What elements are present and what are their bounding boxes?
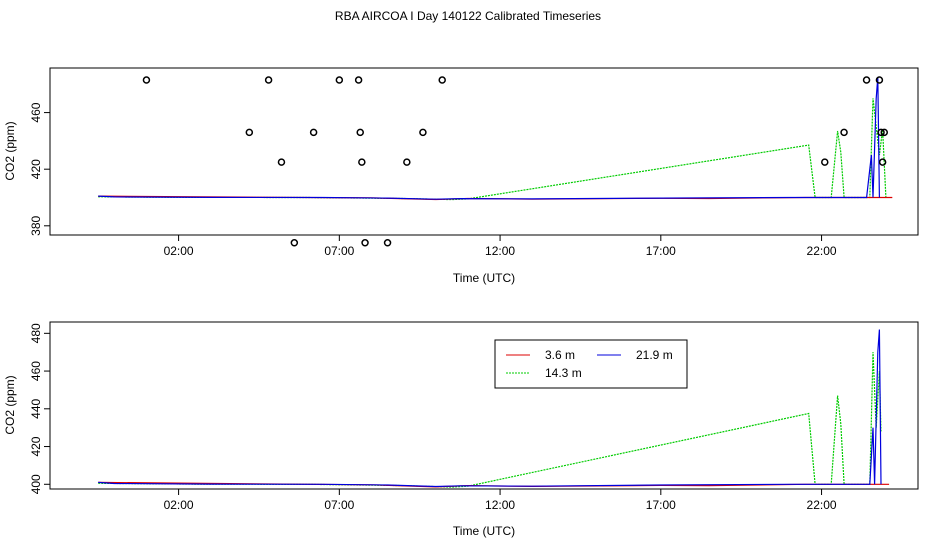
flagged-point bbox=[309, 128, 318, 137]
top-x-tick-label: 17:00 bbox=[646, 244, 676, 258]
top-series-m21_9 bbox=[98, 77, 880, 200]
flagged-point bbox=[356, 128, 364, 137]
flagged-point bbox=[142, 76, 151, 84]
top-y-tick-label: 380 bbox=[29, 215, 43, 235]
bottom-x-tick-label: 12:00 bbox=[485, 498, 515, 512]
top-plot-frame bbox=[49, 67, 919, 236]
top-x-axis-label: Time (UTC) bbox=[453, 271, 515, 285]
bottom-y-axis-label: CO2 (ppm) bbox=[3, 375, 17, 434]
flagged-point bbox=[875, 76, 884, 84]
top-y-axis: 380 420 460 bbox=[29, 102, 50, 236]
bottom-y-tick-label: 460 bbox=[29, 361, 43, 381]
bottom-series-m21_9 bbox=[98, 329, 882, 488]
flagged-point bbox=[878, 158, 887, 166]
top-x-tick-label: 02:00 bbox=[164, 244, 194, 258]
flagged-point bbox=[403, 158, 411, 166]
flagged-point bbox=[358, 158, 366, 166]
flagged-point bbox=[821, 158, 829, 166]
bottom-series-m14_3 bbox=[98, 352, 882, 488]
flagged-point bbox=[335, 76, 344, 84]
top-x-tick-label: 12:00 bbox=[485, 244, 515, 258]
top-series-group bbox=[98, 77, 893, 201]
flagged-point bbox=[419, 128, 427, 137]
bottom-plot-frame bbox=[49, 321, 919, 490]
top-y-axis-label: CO2 (ppm) bbox=[3, 121, 17, 180]
flagged-point bbox=[877, 128, 885, 137]
legend: 3.6 m 21.9 m 14.3 m bbox=[494, 339, 688, 389]
top-flagged-points bbox=[142, 76, 888, 247]
top-series-m14_3 bbox=[98, 98, 887, 201]
legend-label-21-9m: 21.9 m bbox=[636, 348, 673, 362]
top-x-tick-label: 22:00 bbox=[807, 244, 837, 258]
bottom-y-tick-label: 480 bbox=[29, 323, 43, 343]
bottom-x-axis-label: Time (UTC) bbox=[453, 524, 515, 538]
bottom-x-tick-label: 02:00 bbox=[164, 498, 194, 512]
bottom-y-tick-label: 440 bbox=[29, 398, 43, 418]
flagged-point bbox=[438, 76, 446, 84]
bottom-x-axis: 02:00 07:00 12:00 17:00 22:00 bbox=[164, 489, 837, 512]
bottom-x-tick-label: 22:00 bbox=[807, 498, 837, 512]
flagged-point bbox=[290, 239, 299, 247]
flagged-point bbox=[383, 239, 392, 247]
bottom-series-group bbox=[98, 329, 890, 488]
top-y-tick-label: 460 bbox=[29, 102, 43, 122]
bottom-x-tick-label: 17:00 bbox=[646, 498, 676, 512]
bottom-panel: 02:00 07:00 12:00 17:00 22:00 400 420 440 460 48… bbox=[3, 321, 919, 538]
legend-label-3-6m: 3.6 m bbox=[545, 348, 575, 362]
flagged-point bbox=[862, 76, 871, 84]
flagged-point bbox=[840, 128, 848, 137]
flagged-point bbox=[354, 76, 363, 84]
flagged-point bbox=[264, 76, 273, 84]
chart-title: RBA AIRCOA I Day 140122 Calibrated Times… bbox=[334, 9, 602, 23]
top-x-tick-label: 07:00 bbox=[324, 244, 354, 258]
bottom-y-axis: 400 420 440 460 480 bbox=[29, 323, 50, 494]
top-y-tick-label: 420 bbox=[29, 159, 43, 179]
top-x-axis: 02:00 07:00 12:00 17:00 22:00 bbox=[164, 235, 837, 258]
legend-box bbox=[494, 339, 688, 389]
flagged-point bbox=[277, 158, 286, 166]
flagged-point bbox=[245, 128, 254, 137]
bottom-y-tick-label: 420 bbox=[29, 436, 43, 456]
flagged-point bbox=[880, 128, 888, 137]
bottom-x-tick-label: 07:00 bbox=[324, 498, 354, 512]
top-panel: 02:00 07:00 12:00 17:00 22:00 380 420 460 Time… bbox=[3, 67, 919, 285]
legend-label-14-3m: 14.3 m bbox=[545, 366, 582, 380]
bottom-y-tick-label: 400 bbox=[29, 474, 43, 494]
flagged-point bbox=[361, 239, 369, 247]
